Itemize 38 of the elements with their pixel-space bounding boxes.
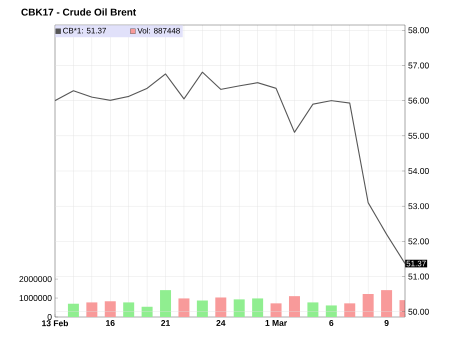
bar <box>215 297 226 317</box>
x-tick-label: 9 <box>384 320 389 326</box>
y-tick-label: 57.00 <box>408 62 429 68</box>
x-tick-label: 6 <box>329 320 334 326</box>
bar <box>178 298 190 317</box>
bar <box>234 299 245 317</box>
x-tick-label: 1 Mar <box>266 320 287 326</box>
bar <box>326 305 337 317</box>
y-tick-label: 58.00 <box>408 27 429 34</box>
y-tick-label: 50.00 <box>408 308 429 315</box>
bar <box>86 302 98 317</box>
y-tick-label: 53.00 <box>408 203 429 210</box>
bar <box>104 301 116 317</box>
y2-tick-label: 2000000 <box>19 276 52 282</box>
bar <box>196 300 208 317</box>
bar <box>344 303 356 317</box>
x-tick-label: 24 <box>216 320 226 326</box>
chart-title: CBK17 - Crude Oil Brent <box>21 8 136 16</box>
x-tick-label: 13 Feb <box>42 320 68 326</box>
bar <box>381 290 392 317</box>
bar <box>123 302 134 317</box>
bar <box>362 294 374 317</box>
bar <box>288 296 300 317</box>
bar <box>160 290 172 317</box>
y2-tick-label: 0 <box>48 314 52 320</box>
bar <box>307 302 318 317</box>
bar <box>252 298 264 317</box>
x-tick-label: 16 <box>106 320 115 326</box>
y-tick-label: 51.00 <box>408 274 429 280</box>
y-tick-label: 54.00 <box>408 168 429 174</box>
y-tick-label: 56.00 <box>408 98 429 104</box>
y-tick-label: 55.00 <box>408 132 429 139</box>
y-tick-label: 52.00 <box>408 238 429 244</box>
x-tick-label: 21 <box>161 320 170 326</box>
y2-tick-label: 1000000 <box>20 295 52 302</box>
bar <box>142 306 153 317</box>
bar <box>68 304 79 317</box>
bar <box>270 303 282 317</box>
